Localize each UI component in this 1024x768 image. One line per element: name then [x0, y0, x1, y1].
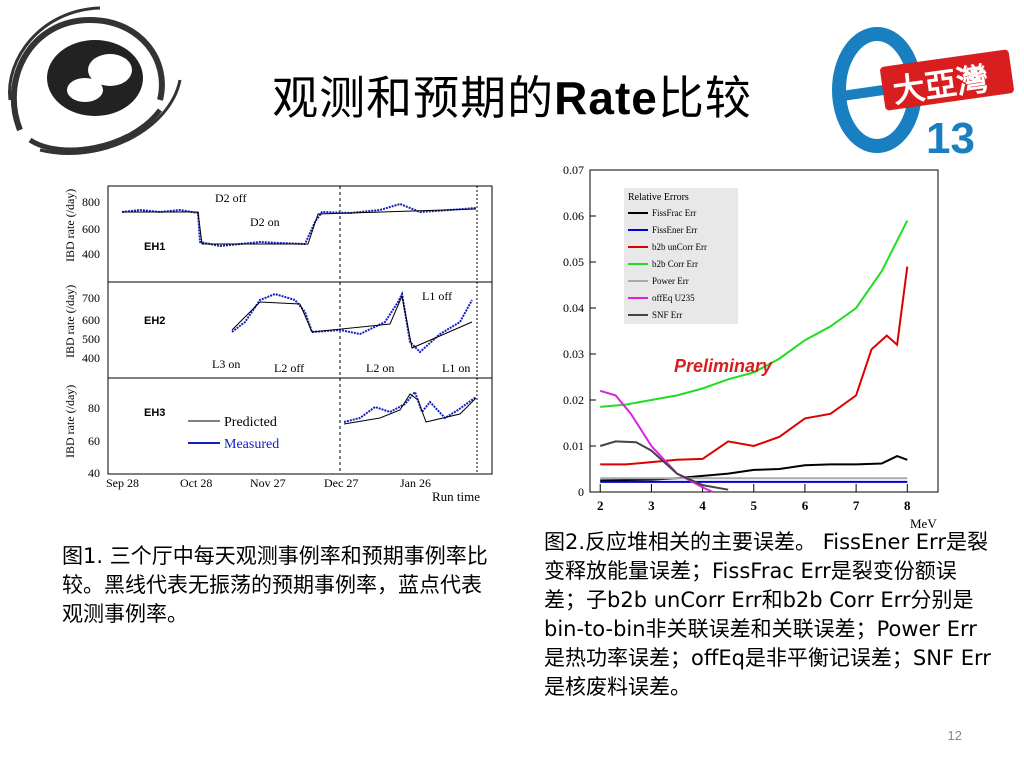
eh3-measured — [343, 390, 477, 423]
eh2-predicted — [231, 294, 473, 349]
x-tick-label: 8 — [904, 498, 911, 513]
legend-box — [624, 188, 738, 324]
eh2-measured — [231, 290, 473, 354]
annotation-l3-on: L3 on — [212, 357, 240, 371]
xtick: Sep 28 — [106, 476, 139, 490]
legend-title: Relative Errors — [628, 192, 689, 203]
tick: 700 — [82, 291, 100, 305]
x-tick-label: 5 — [751, 498, 758, 513]
annotation-d2-on: D2 on — [250, 215, 280, 229]
legend-entry: b2b unCorr Err — [652, 242, 707, 252]
annotation-l1-off: L1 off — [422, 289, 452, 303]
annotation-d2-off: D2 off — [215, 191, 246, 205]
legend-entry: FissEner Err — [652, 225, 697, 235]
tick: 500 — [82, 332, 100, 346]
plot-frame — [589, 169, 939, 493]
y-tick-label: 0.06 — [563, 209, 584, 223]
preliminary-label: Preliminary — [674, 356, 773, 376]
eh1-measured — [121, 202, 477, 248]
series-line-snf-err — [599, 440, 729, 491]
legend-entry: b2b Corr Err — [652, 259, 698, 269]
eh1-predicted — [122, 208, 477, 245]
xtick: Jan 26 — [400, 476, 431, 490]
legend-entry: FissFrac Err — [652, 208, 696, 218]
xtick: Dec 27 — [324, 476, 358, 490]
series-line-b2b-corr-err — [600, 220, 909, 408]
legend-entry: Power Err — [652, 276, 689, 286]
x-tick-label: 4 — [699, 498, 706, 513]
tick: 400 — [82, 247, 100, 261]
y-tick-label: 0.03 — [563, 347, 584, 361]
legend-measured: Measured — [224, 437, 279, 452]
legend-entry: offEq U235 — [652, 293, 695, 303]
y-tick-label: 0.07 — [563, 163, 584, 177]
figure1-caption: 图1. 三个厅中每天观测事例率和预期事例率比较。黑线代表无振荡的预期事例率，蓝点… — [62, 544, 488, 626]
logo-number: 13 — [926, 114, 975, 163]
page-title: 观测和预期的Rate比较 — [272, 71, 752, 125]
xlabel: Run time — [432, 489, 480, 504]
tick: 60 — [88, 434, 100, 448]
ylabel-eh1: IBD rate (/day) — [63, 189, 77, 262]
hall-eh2: EH2 — [144, 315, 165, 327]
tick: 600 — [82, 313, 100, 327]
series-line-offeq-u235 — [599, 389, 714, 493]
figure2-caption: 图2.反应堆相关的主要误差。 FissEner Err是裂变释放能量误差；Fis… — [544, 530, 991, 699]
y-tick-label: 0.02 — [563, 393, 584, 407]
y-tick-label: 0.01 — [563, 439, 584, 453]
annotation-l2-on: L2 on — [366, 361, 394, 375]
xtick: Nov 27 — [250, 476, 286, 490]
ihep-logo — [8, 6, 182, 155]
tick: 600 — [82, 222, 100, 236]
daya-bay-theta13-logo: 大亞灣 13 — [832, 27, 1014, 163]
eh3-predicted — [343, 393, 477, 425]
x-axis-label: MeV — [910, 516, 937, 531]
hall-eh1: EH1 — [144, 241, 165, 253]
legend-predicted: Predicted — [224, 415, 277, 430]
hall-eh3: EH3 — [144, 407, 165, 419]
ylabel-eh3: IBD rate (/day) — [63, 385, 77, 458]
y-tick-label: 0 — [578, 485, 584, 499]
x-tick-label: 3 — [648, 498, 655, 513]
series-line-b2b-uncorr-err — [600, 266, 909, 466]
tick: 80 — [88, 401, 100, 415]
tick: 40 — [88, 466, 100, 480]
x-tick-label: 6 — [802, 498, 809, 513]
legend-entry: SNF Err — [652, 310, 682, 320]
annotation-l1-on: L1 on — [442, 361, 470, 375]
x-tick-label: 7 — [853, 498, 860, 513]
xtick: Oct 28 — [180, 476, 212, 490]
series-line-fissfrac-err — [600, 455, 908, 482]
y-tick-label: 0.05 — [563, 255, 584, 269]
tick: 800 — [82, 195, 100, 209]
annotation-l2-off: L2 off — [274, 361, 304, 375]
y-tick-label: 0.04 — [563, 301, 584, 315]
tick: 400 — [82, 351, 100, 365]
figure2-relative-errors-chart: 0 0.01 0.02 0.03 0.04 0.05 0.06 0.07 2 3 4 5 6 7 8 Re… — [563, 163, 939, 531]
ylabel-eh2: IBD rate (/day) — [63, 285, 77, 358]
page-number: 12 — [947, 728, 962, 743]
figure1-rate-plot: IBD rate (/day) IBD rate (/day) IBD rate… — [63, 185, 493, 504]
x-tick-label: 2 — [597, 498, 604, 513]
